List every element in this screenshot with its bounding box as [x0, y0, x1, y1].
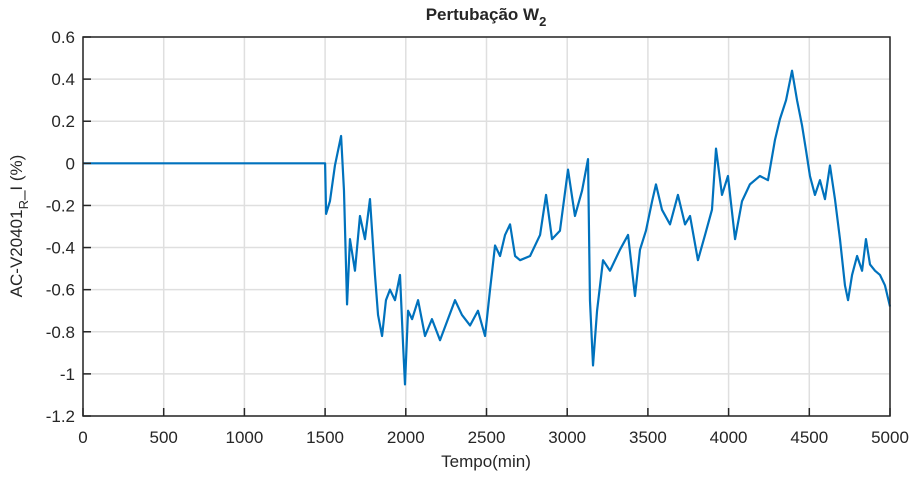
x-axis-label: Tempo(min) [441, 452, 531, 471]
x-tick-label: 3500 [629, 428, 667, 447]
y-tick-label: 0.6 [51, 28, 75, 47]
y-tick-label: -1.2 [46, 407, 75, 426]
title-subscript: 2 [539, 14, 546, 29]
x-tick-label: 1000 [225, 428, 263, 447]
y-tick-label: -0.6 [46, 281, 75, 300]
y-tick-label: 0.2 [51, 112, 75, 131]
x-tick-label: 2000 [387, 428, 425, 447]
chart-title: Pertubação W2 [426, 5, 547, 29]
x-tick-label: 500 [150, 428, 178, 447]
x-tick-label: 5000 [871, 428, 909, 447]
y-tick-label: -1 [60, 365, 75, 384]
x-tick-label: 4000 [710, 428, 748, 447]
x-tick-label: 0 [78, 428, 87, 447]
data-line [83, 69, 892, 386]
y-tick-label: -0.2 [46, 196, 75, 215]
y-label-subscript: R [16, 200, 31, 209]
x-tick-label: 4500 [790, 428, 828, 447]
x-tick-label: 3000 [548, 428, 586, 447]
ticks: 0 500 1000 1500 2000 2500 3000 3500 4000 4500 5000… [46, 28, 909, 447]
title-text: Pertubação W [426, 5, 540, 24]
y-tick-label: 0 [66, 154, 75, 173]
plot-area [83, 69, 892, 386]
y-tick-label: 0.4 [51, 70, 75, 89]
x-tick-label: 1500 [306, 428, 344, 447]
y-tick-label: -0.8 [46, 323, 75, 342]
y-axis-label: AC-V20401R_I (%) [7, 155, 31, 298]
y-tick-label: -0.4 [46, 239, 75, 258]
x-tick-label: 2500 [468, 428, 506, 447]
y-label-text: AC-V20401 [7, 209, 26, 297]
y-label-suffix: _I (%) [7, 155, 26, 201]
